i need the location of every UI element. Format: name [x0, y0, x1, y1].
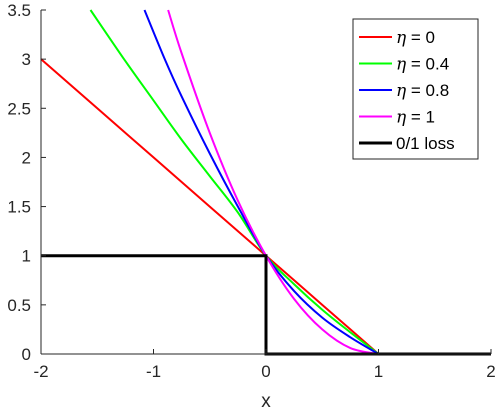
y-tick-label: 0.5 — [7, 296, 31, 315]
y-tick-label: 2 — [22, 148, 31, 167]
y-tick-label: 0 — [22, 345, 31, 364]
ticks: -2 -1 0 1 2 0 0.5 1 1.5 2 2.5 3 3.5 — [7, 1, 495, 381]
legend-label: 0/1 loss — [396, 134, 455, 153]
legend: η = 0 η = 0.4 η = 0.8 η = 1 0/1 loss — [352, 18, 479, 160]
x-tick-label: 2 — [486, 362, 495, 381]
legend-label: η = 1 — [396, 108, 435, 128]
legend-label: η = 0.4 — [396, 55, 449, 75]
legend-label: η = 0 — [396, 28, 435, 48]
x-tick-label: -2 — [33, 362, 48, 381]
y-tick-label: 3.5 — [7, 1, 31, 20]
y-tick-label: 1.5 — [7, 198, 31, 217]
plot-lines — [40, 9, 491, 356]
series-line-1 — [89, 9, 491, 355]
series-line-4 — [41, 254, 491, 356]
y-tick-label: 1 — [22, 247, 31, 266]
x-tick-label: 0 — [261, 362, 270, 381]
x-axis-label: x — [261, 391, 271, 410]
y-tick-label: 2.5 — [7, 99, 31, 118]
series-line-2 — [143, 9, 491, 355]
y-tick-label: 3 — [22, 50, 31, 69]
legend-label: η = 0.8 — [396, 81, 449, 101]
x-tick-label: -1 — [146, 362, 161, 381]
series-line-0 — [40, 58, 491, 355]
x-tick-label: 1 — [374, 362, 383, 381]
